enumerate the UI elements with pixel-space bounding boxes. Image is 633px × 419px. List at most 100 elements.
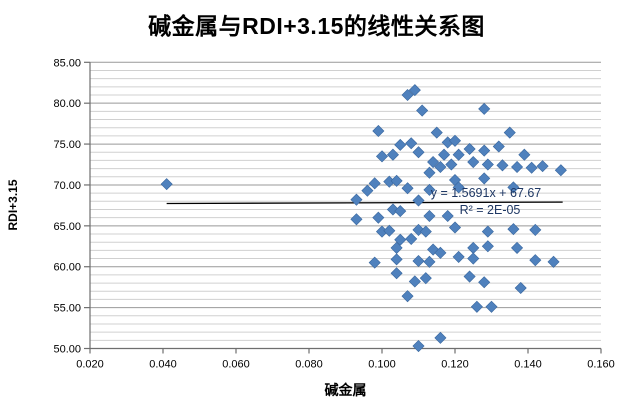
data-point — [503, 126, 516, 139]
data-point — [478, 144, 491, 157]
x-tick-label: 0.100 — [368, 359, 396, 371]
y-axis-title: RDI+3.15 — [6, 179, 20, 230]
y-tick-label: 85.00 — [53, 57, 81, 69]
data-point — [386, 148, 399, 161]
data-point — [401, 88, 414, 102]
data-point — [394, 233, 407, 246]
data-point — [416, 104, 429, 117]
data-point — [478, 102, 491, 115]
data-point — [390, 267, 403, 280]
data-point — [470, 300, 483, 313]
data-point — [419, 272, 432, 285]
data-point — [492, 140, 505, 153]
y-tick-label: 75.00 — [53, 139, 81, 151]
x-tick-label: 0.120 — [441, 359, 469, 371]
data-point — [405, 232, 418, 245]
data-point — [467, 156, 480, 169]
data-point — [554, 164, 567, 177]
data-point — [375, 150, 389, 163]
data-point — [423, 255, 436, 268]
data-point — [463, 270, 476, 283]
data-point — [350, 193, 363, 206]
data-point — [368, 256, 381, 269]
data-point — [412, 146, 425, 159]
data-point — [448, 134, 462, 147]
data-point — [427, 156, 440, 169]
y-tick-label: 80.00 — [53, 98, 81, 110]
data-point — [412, 194, 425, 207]
data-point — [496, 159, 509, 172]
data-point — [394, 205, 407, 218]
data-point — [372, 124, 385, 138]
data-point — [423, 210, 436, 223]
y-tick-label: 50.00 — [53, 344, 81, 356]
data-point — [412, 254, 425, 268]
data-point — [452, 181, 465, 194]
data-point — [463, 142, 476, 156]
x-tick-label: 0.080 — [295, 359, 323, 371]
data-point — [427, 243, 440, 256]
y-tick-label: 70.00 — [53, 180, 81, 192]
data-point — [441, 210, 454, 223]
data-point — [481, 240, 494, 253]
data-point — [529, 223, 542, 236]
data-point — [361, 184, 374, 197]
data-point — [434, 246, 447, 259]
data-point — [423, 183, 436, 196]
data-point — [419, 225, 432, 238]
data-point — [386, 203, 399, 216]
data-point — [408, 275, 421, 288]
chart-title: 碱金属与RDI+3.15的线性关系图 — [148, 13, 485, 39]
data-point — [372, 211, 385, 224]
data-point — [438, 148, 451, 161]
data-point — [405, 137, 418, 150]
data-point — [481, 225, 494, 238]
trendline — [166, 201, 563, 205]
data-point — [434, 331, 447, 344]
data-point — [467, 252, 480, 265]
data-point — [390, 174, 403, 187]
trendline-r2-label: R² = 2E-05 — [460, 203, 521, 217]
data-point — [368, 177, 381, 190]
data-point — [412, 340, 425, 353]
data-point — [467, 241, 480, 254]
x-tick-label: 0.060 — [222, 359, 250, 371]
x-tick-label: 0.020 — [76, 359, 104, 371]
data-point — [525, 161, 538, 174]
trendline-equation-label: y = 1.5691x + 67.67 — [431, 186, 542, 200]
data-point — [390, 253, 403, 266]
data-point — [350, 213, 363, 226]
data-point — [452, 250, 465, 263]
y-tick-label: 65.00 — [53, 221, 81, 233]
data-point — [383, 224, 396, 237]
x-tick-label: 0.040 — [149, 359, 177, 371]
data-point — [401, 290, 414, 303]
data-point — [485, 300, 498, 313]
data-point — [478, 276, 491, 289]
x-tick-label: 0.140 — [514, 359, 542, 371]
data-point — [408, 84, 421, 97]
data-point — [434, 160, 447, 173]
data-point — [452, 148, 465, 161]
data-point — [547, 255, 560, 268]
data-point — [423, 166, 436, 179]
y-tick-label: 55.00 — [53, 303, 81, 315]
y-tick-label: 60.00 — [53, 262, 81, 274]
data-point — [445, 158, 458, 171]
data-point — [518, 148, 531, 161]
data-point — [481, 158, 494, 171]
data-point — [511, 160, 524, 173]
data-point — [401, 182, 414, 195]
data-point — [529, 254, 542, 267]
data-point — [536, 160, 549, 173]
x-axis-title: 碱金属 — [325, 382, 367, 398]
data-point — [514, 281, 527, 295]
data-point — [507, 223, 520, 236]
data-point — [394, 138, 407, 151]
data-point — [430, 126, 443, 139]
data-point — [478, 172, 491, 185]
x-tick-label: 0.160 — [587, 359, 615, 371]
data-point — [448, 221, 462, 234]
